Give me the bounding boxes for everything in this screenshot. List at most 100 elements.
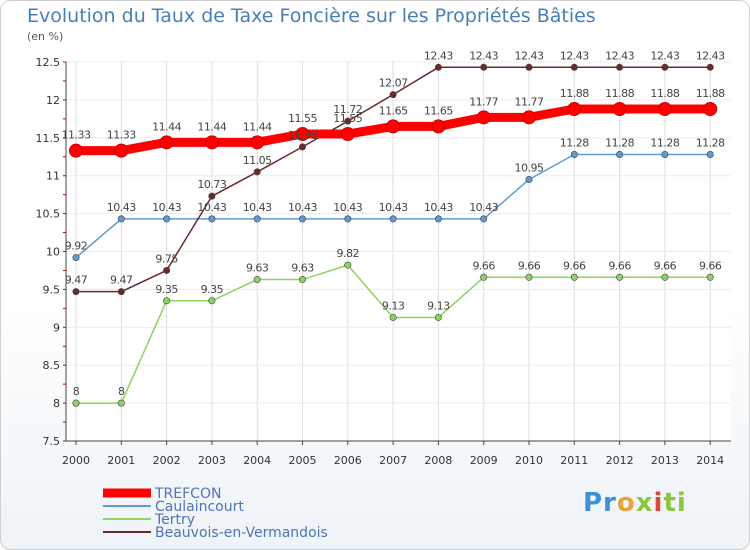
data-label: 10.95	[515, 161, 544, 174]
data-point	[661, 150, 669, 158]
data-label: 11.44	[197, 120, 226, 133]
data-label: 10.43	[197, 201, 226, 214]
data-point	[616, 150, 624, 158]
y-tick-label: 10	[46, 246, 60, 259]
data-point	[522, 110, 536, 125]
data-label: 9.75	[155, 252, 178, 265]
data-label: 12.43	[515, 49, 544, 62]
data-label: 10.73	[197, 178, 226, 191]
data-label: 10.43	[288, 201, 317, 214]
data-point	[570, 273, 578, 281]
data-label: 12.43	[650, 49, 679, 62]
data-label: 9.35	[155, 283, 178, 296]
data-label: 9.66	[699, 259, 722, 272]
data-point	[616, 63, 624, 71]
data-label: 12.43	[696, 49, 725, 62]
x-tick-label: 2006	[334, 454, 362, 467]
data-point	[253, 276, 261, 284]
data-label: 9.13	[427, 299, 450, 312]
data-label: 11.44	[152, 120, 181, 133]
data-label: 9.47	[110, 274, 133, 287]
data-label: 11.44	[243, 120, 272, 133]
data-point	[476, 110, 491, 125]
legend-label: Caulaincourt	[155, 499, 244, 515]
y-tick-label: 9	[53, 321, 60, 334]
data-point	[480, 63, 488, 71]
y-tick-label: 11	[46, 170, 60, 183]
data-label: 11.88	[560, 87, 589, 100]
y-tick-label: 12.5	[36, 56, 61, 69]
data-point	[163, 266, 171, 274]
data-label: 9.66	[654, 259, 677, 272]
legend-label: TREFCON	[154, 486, 221, 502]
data-point	[434, 63, 442, 71]
x-tick-label: 2001	[107, 454, 135, 467]
data-label: 11.33	[62, 129, 91, 142]
data-label: 11.77	[515, 95, 544, 108]
data-label: 11.33	[107, 129, 136, 142]
data-point	[389, 215, 397, 223]
data-label: 12.43	[424, 49, 453, 62]
y-tick-label: 7.5	[43, 435, 61, 448]
data-label: 9.13	[382, 299, 405, 312]
data-point	[389, 313, 397, 321]
data-label: 9.66	[608, 259, 631, 272]
data-label: 10.43	[333, 201, 362, 214]
data-label: 10.43	[379, 201, 408, 214]
data-point	[567, 101, 582, 116]
data-point	[703, 101, 718, 116]
data-point	[431, 119, 446, 134]
data-label: 9.66	[518, 259, 541, 272]
data-point	[612, 101, 627, 116]
data-label: 9.82	[337, 247, 360, 260]
data-point	[344, 261, 352, 269]
data-label: 12.07	[379, 77, 408, 90]
data-point	[72, 254, 80, 262]
data-label: 10.43	[243, 201, 272, 214]
y-tick-label: 10.5	[36, 208, 61, 221]
data-point	[344, 215, 352, 223]
data-point	[298, 215, 306, 223]
data-point	[72, 399, 80, 407]
data-point	[661, 273, 669, 281]
x-tick-label: 2011	[560, 454, 588, 467]
x-tick-label: 2009	[470, 454, 498, 467]
data-label: 11.38	[288, 129, 317, 142]
x-tick-label: 2012	[606, 454, 634, 467]
data-label: 10.43	[424, 201, 453, 214]
data-point	[570, 150, 578, 158]
data-label: 11.88	[650, 87, 679, 100]
data-label: 12.43	[605, 49, 634, 62]
legend-label: Tertry	[154, 512, 195, 528]
data-point	[389, 91, 397, 99]
data-label: 11.88	[605, 87, 634, 100]
data-point	[253, 215, 261, 223]
data-point	[117, 399, 125, 407]
data-point	[208, 215, 216, 223]
x-tick-label: 2004	[243, 454, 271, 467]
data-point	[69, 143, 83, 158]
x-tick-label: 2007	[379, 454, 407, 467]
data-point	[525, 63, 533, 71]
data-point	[434, 313, 442, 321]
y-tick-label: 12	[46, 94, 60, 107]
unit-label: (en %)	[27, 30, 64, 43]
data-point	[163, 297, 171, 305]
data-point	[295, 127, 310, 142]
data-label: 12.43	[560, 49, 589, 62]
data-label: 11.28	[696, 136, 725, 149]
data-label: 9.66	[472, 259, 495, 272]
data-label: 9.35	[201, 283, 224, 296]
data-point	[706, 150, 714, 158]
data-label: 11.28	[560, 136, 589, 149]
x-tick-label: 2010	[515, 454, 543, 467]
data-label: 11.72	[333, 103, 362, 116]
data-point	[657, 101, 672, 116]
data-point	[250, 135, 265, 150]
y-tick-label: 9.5	[43, 283, 61, 296]
proxiti-logo: Proxiti	[583, 488, 687, 518]
data-point	[525, 273, 533, 281]
data-label: 11.55	[288, 112, 317, 125]
data-point	[204, 135, 219, 150]
